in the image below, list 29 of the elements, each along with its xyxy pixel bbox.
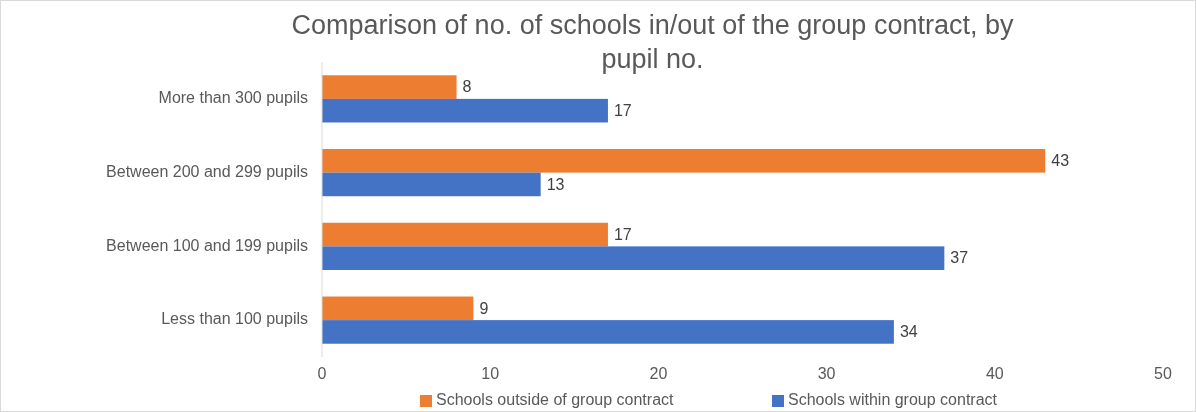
data-label: 17 [613, 101, 632, 119]
x-tick-label: 0 [317, 365, 327, 383]
legend-label: Schools within group contract [788, 391, 998, 409]
y-tick-label: Between 100 and 199 pupils [106, 236, 308, 254]
x-tick-label: 50 [1154, 365, 1172, 383]
x-tick-label: 20 [649, 365, 668, 383]
data-label: 13 [546, 175, 565, 193]
bar [322, 296, 474, 321]
bar [322, 98, 608, 123]
data-label: 8 [462, 78, 472, 96]
bar [322, 75, 457, 99]
x-tick-label: 10 [481, 365, 500, 383]
bar [322, 149, 1046, 173]
y-tick-label: Less than 100 pupils [161, 310, 308, 328]
bar [322, 246, 945, 270]
bar [322, 172, 541, 197]
bar [322, 222, 608, 247]
y-tick-label: More than 300 pupils [158, 89, 308, 107]
bar [322, 320, 894, 344]
x-tick-label: 30 [817, 365, 836, 383]
chart-title: Comparison of no. of schools in/out of the group contract, by pupil no. [291, 10, 1014, 74]
data-label: 34 [899, 323, 918, 341]
y-tick-label: Between 200 and 299 pupils [106, 162, 308, 180]
x-tick-label: 40 [985, 365, 1004, 383]
data-label: 43 [1051, 152, 1070, 170]
data-label: 17 [613, 225, 632, 243]
legend-label: Schools outside of group contract [436, 391, 675, 409]
data-label: 9 [479, 299, 489, 317]
data-label: 37 [950, 249, 969, 267]
